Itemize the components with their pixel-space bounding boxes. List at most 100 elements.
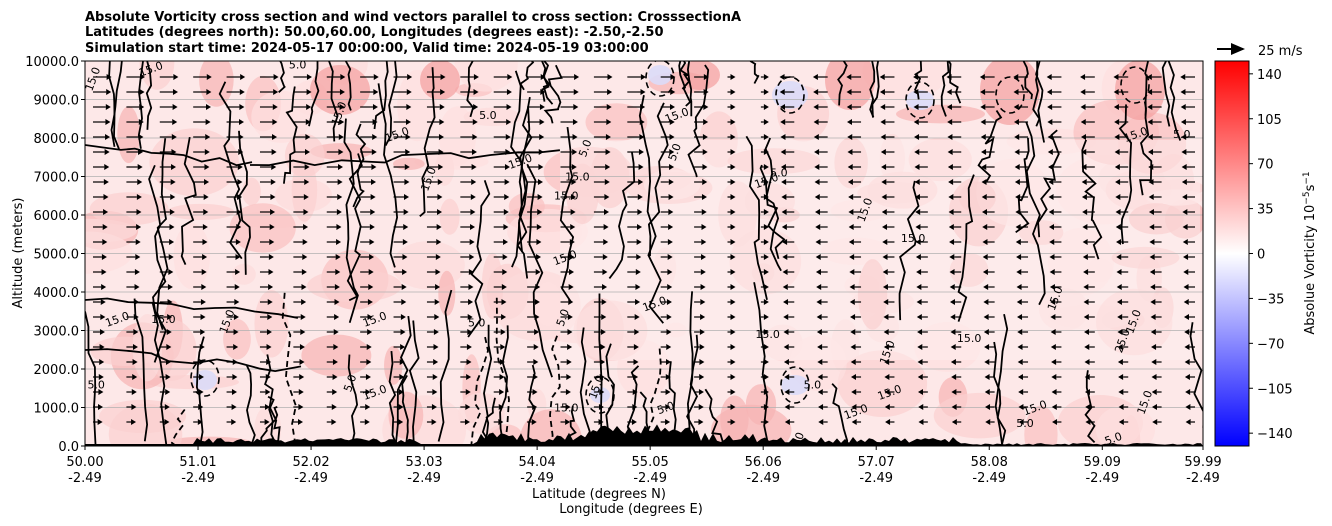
wind-vector-head: [981, 194, 987, 200]
wind-vector: [226, 344, 239, 350]
wind-vector-head: [506, 89, 512, 95]
wind-vector: [917, 329, 928, 335]
wind-vector: [847, 149, 862, 155]
wind-vector: [851, 404, 862, 410]
wind-vector-head: [914, 164, 920, 170]
wind-vector: [1118, 389, 1129, 395]
wind-vector: [947, 119, 962, 125]
wind-vector: [1181, 179, 1195, 185]
wind-vector-head: [501, 314, 507, 320]
vorticity-patch: [508, 193, 545, 220]
wind-vector-head: [1016, 254, 1022, 260]
wind-vector-head: [370, 209, 376, 215]
wind-vector: [727, 299, 736, 305]
wind-vector: [527, 314, 540, 320]
wind-vector: [293, 269, 307, 275]
wind-vector: [1147, 89, 1162, 95]
wind-vector: [1152, 419, 1162, 425]
vorticity-patch: [223, 318, 251, 360]
wind-vector: [914, 164, 928, 170]
wind-vector: [1116, 239, 1129, 245]
wind-vector: [760, 74, 769, 80]
wind-vector-head: [1081, 179, 1087, 185]
wind-vector-head: [507, 74, 513, 80]
wind-vector: [1150, 314, 1162, 320]
wind-vector-head: [172, 104, 178, 110]
wind-vector: [1083, 269, 1095, 275]
wind-vector: [694, 299, 706, 305]
wind-vector-head: [948, 179, 954, 185]
vorticity-patch: [117, 106, 140, 164]
wind-vector-head: [139, 74, 145, 80]
wind-vector-head: [499, 359, 505, 365]
wind-vector-head: [603, 239, 609, 245]
wind-vector-head: [372, 119, 378, 125]
wind-vector-head: [599, 374, 605, 380]
wind-vector: [226, 104, 245, 110]
contour-line: [1037, 129, 1060, 238]
wind-vector-head: [569, 239, 575, 245]
wind-vector-head: [1082, 209, 1088, 215]
wind-vector-head: [730, 209, 736, 215]
wind-vector: [781, 224, 795, 230]
wind-vector: [727, 104, 736, 110]
wind-vector-head: [198, 404, 204, 410]
wind-vector-head: [703, 89, 709, 95]
wind-vector-head: [506, 104, 512, 110]
wind-vector-head: [435, 269, 441, 275]
wind-vector-head: [1114, 164, 1120, 170]
wind-vector: [946, 89, 962, 95]
wind-vector: [226, 209, 242, 215]
wind-vector: [360, 104, 378, 110]
wind-vector: [1047, 149, 1062, 155]
wind-vector-head: [1081, 194, 1087, 200]
wind-vector: [984, 389, 995, 395]
contour-line: [704, 388, 725, 446]
vorticity-patch: [519, 409, 583, 446]
wind-vector-head: [1051, 374, 1057, 380]
wind-vector-head: [199, 359, 205, 365]
wind-vector-head: [947, 164, 953, 170]
wind-vector-head: [1047, 149, 1053, 155]
wind-vector-head: [303, 194, 309, 200]
wind-vector: [694, 404, 704, 410]
wind-vector-head: [604, 194, 610, 200]
wind-vector-head: [431, 404, 437, 410]
wind-vector-head: [365, 389, 371, 395]
y-tick-label: 10000.0: [25, 55, 79, 70]
wind-vector-head: [331, 404, 337, 410]
wind-vector-head: [667, 254, 673, 260]
wind-vector-head: [173, 74, 179, 80]
wind-vector-head: [168, 269, 174, 275]
wind-vector: [1183, 314, 1195, 320]
wind-vector-head: [730, 404, 736, 410]
wind-vector-head: [602, 254, 608, 260]
wind-vector: [783, 359, 795, 365]
wind-vector: [660, 194, 674, 200]
wind-vector-head: [334, 299, 340, 305]
wind-vector-head: [471, 164, 477, 170]
wind-vector-head: [371, 149, 377, 155]
wind-vector-head: [703, 104, 709, 110]
wind-vector-head: [534, 314, 540, 320]
wind-vector: [1017, 344, 1029, 350]
wind-vector-head: [1018, 404, 1024, 410]
wind-vector-head: [730, 239, 736, 245]
wind-vector: [815, 269, 828, 275]
wind-vector-head: [846, 74, 852, 80]
wind-vector-head: [606, 104, 612, 110]
wind-vector-head: [471, 149, 477, 155]
y-axis: 0.01000.02000.03000.04000.05000.06000.07…: [25, 55, 85, 455]
wind-vector: [1151, 344, 1162, 350]
wind-vector-head: [781, 224, 787, 230]
contour-line: [687, 64, 710, 178]
y-tick-label: 7000.0: [34, 171, 80, 186]
wind-vector: [360, 194, 376, 200]
wind-vector: [593, 254, 608, 260]
wind-vector: [560, 89, 579, 95]
wind-vector: [193, 179, 210, 185]
contour-label: 5.0: [770, 167, 788, 180]
wind-vector: [979, 74, 995, 80]
wind-vector: [126, 119, 144, 125]
